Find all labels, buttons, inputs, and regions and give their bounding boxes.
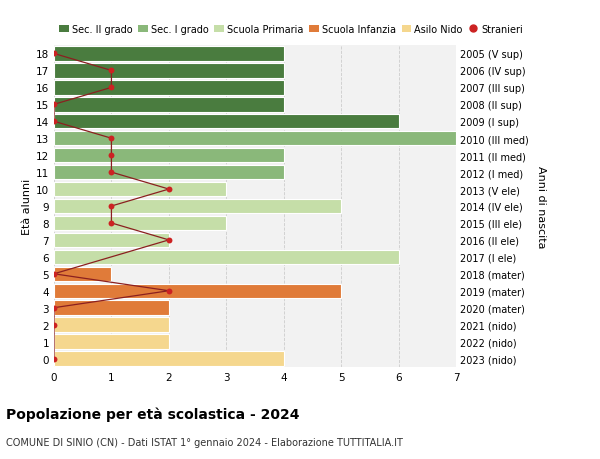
Point — [107, 203, 116, 210]
Point — [49, 118, 59, 126]
Point — [107, 135, 116, 143]
Bar — [54, 216, 226, 230]
Y-axis label: Anni di nascita: Anni di nascita — [536, 165, 546, 248]
Y-axis label: Età alunni: Età alunni — [22, 179, 32, 235]
Point — [107, 220, 116, 227]
Legend: Sec. II grado, Sec. I grado, Scuola Primaria, Scuola Infanzia, Asilo Nido, Stran: Sec. II grado, Sec. I grado, Scuola Prim… — [59, 25, 523, 34]
Bar — [54, 301, 169, 315]
Bar — [54, 149, 284, 163]
Bar — [54, 115, 398, 129]
Bar — [54, 233, 169, 247]
Bar — [54, 267, 112, 281]
Bar — [54, 199, 341, 214]
Bar — [54, 98, 284, 112]
Point — [107, 152, 116, 159]
Bar — [54, 335, 169, 349]
Bar — [54, 132, 456, 146]
Bar — [54, 81, 284, 95]
Point — [49, 321, 59, 329]
Bar — [54, 318, 169, 332]
Point — [49, 101, 59, 109]
Point — [107, 84, 116, 92]
Text: COMUNE DI SINIO (CN) - Dati ISTAT 1° gennaio 2024 - Elaborazione TUTTITALIA.IT: COMUNE DI SINIO (CN) - Dati ISTAT 1° gen… — [6, 437, 403, 447]
Bar — [54, 284, 341, 298]
Bar — [54, 352, 284, 366]
Bar — [54, 166, 284, 180]
Text: Popolazione per età scolastica - 2024: Popolazione per età scolastica - 2024 — [6, 406, 299, 421]
Point — [49, 304, 59, 312]
Bar — [54, 250, 398, 264]
Point — [164, 287, 173, 295]
Point — [49, 50, 59, 58]
Point — [164, 237, 173, 244]
Point — [49, 355, 59, 363]
Bar — [54, 64, 284, 78]
Point — [49, 270, 59, 278]
Bar — [54, 182, 226, 197]
Point — [107, 67, 116, 75]
Bar — [54, 47, 284, 62]
Point — [164, 186, 173, 193]
Point — [107, 169, 116, 176]
